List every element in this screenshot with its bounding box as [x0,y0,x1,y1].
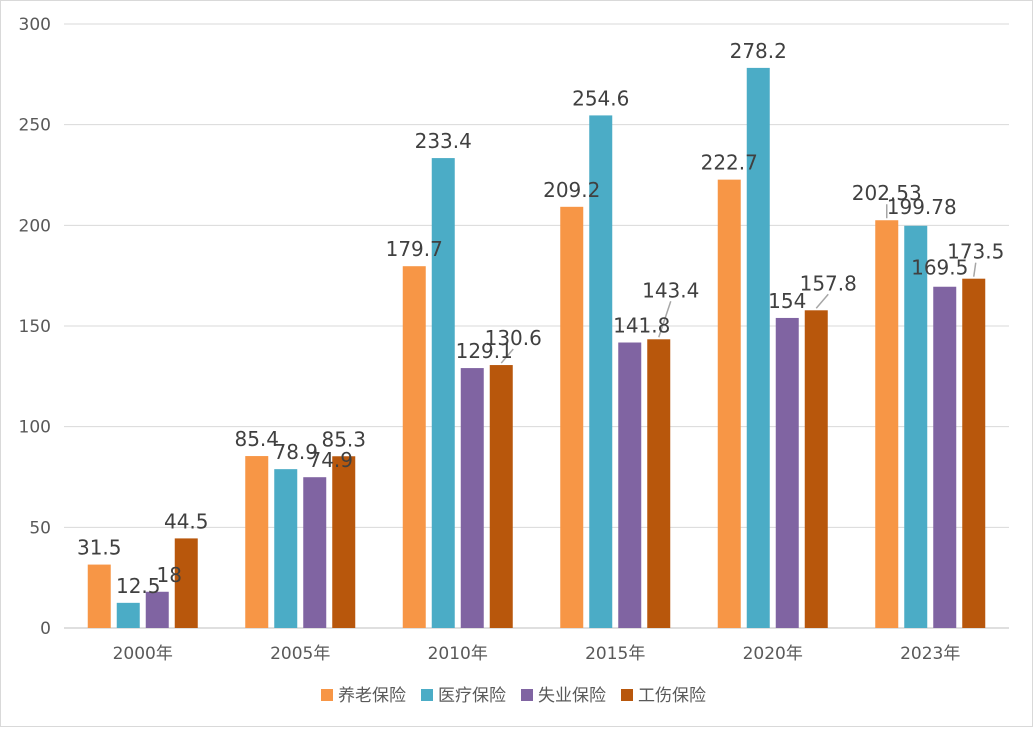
y-tick-label: 300 [19,15,51,35]
data-label: 130.6 [485,326,542,350]
x-tick-label: 2010年 [428,644,488,664]
bar [245,456,269,628]
data-labels: 31.5 12.518 44.5 85.478.974.985.3 179.7 233.4… [77,39,1004,598]
bar [904,225,928,629]
data-label: 141.8 [613,314,670,338]
data-label: 173.5 [947,240,1004,264]
data-label: 18 [157,563,182,587]
y-tick-label: 50 [29,518,51,538]
bar [303,477,327,628]
bar [647,339,671,628]
legend-label: 医疗保险 [438,686,506,706]
x-tick-label: 2000年 [113,644,173,664]
y-tick-label: 150 [19,317,51,337]
y-tick-label: 100 [19,418,51,438]
bar [332,456,356,628]
bars [87,67,986,629]
bar [145,591,169,628]
legend-label: 工伤保险 [638,686,706,706]
data-label: 74.9 [308,448,353,472]
label-leader-lines [500,204,977,364]
data-label: 209.2 [543,178,600,202]
legend-item: 医疗保险 [421,686,506,706]
y-tick-label: 250 [19,116,51,136]
bar [618,342,642,628]
bar [402,266,426,628]
y-tick-label: 0 [40,619,51,639]
leader-line [500,348,514,364]
data-label: 157.8 [800,271,857,295]
bar [87,564,111,628]
legend-item: 工伤保险 [621,686,706,706]
data-label: 254.6 [572,86,629,110]
legend-swatch [621,689,633,701]
data-label: 143.4 [642,278,699,302]
bar [962,278,986,628]
data-label: 169.5 [911,256,968,280]
leader-line [658,301,672,338]
legend-swatch [321,689,333,701]
x-tick-label: 2015年 [585,644,645,664]
legend-label: 失业保险 [538,686,606,706]
bar [489,365,513,628]
data-label: 233.4 [415,129,472,153]
x-tick-label: 2023年 [900,644,960,664]
legend: 养老保险 医疗保险 失业保险 工伤保险 [321,686,706,706]
data-label: 44.5 [164,509,209,533]
bar [116,602,140,628]
bar [775,317,799,628]
data-label: 154 [768,289,806,313]
data-label: 129.1 [456,339,513,363]
bar [717,179,741,628]
legend-item: 失业保险 [521,686,606,706]
data-label: 199.78 [887,195,957,219]
bar [174,538,198,628]
data-label: 31.5 [77,536,122,560]
legend-swatch [521,689,533,701]
bar [746,67,770,628]
bar [875,220,899,628]
x-tick-label: 2020年 [743,644,803,664]
bar [589,115,613,628]
y-tick-label: 200 [19,216,51,236]
y-axis-ticks: 0 50 100 150 200 250 300 [19,15,51,639]
bar [804,310,828,628]
data-label: 85.3 [321,427,366,451]
bar [933,286,957,628]
data-label: 179.7 [386,237,443,261]
data-label: 222.7 [701,151,758,175]
data-label: 12.5 [116,574,161,598]
data-label: 278.2 [730,39,787,63]
data-label: 202.53 [852,181,922,205]
leader-line [815,293,829,309]
bar [274,469,298,628]
legend-swatch [421,689,433,701]
leader-line [973,262,977,277]
bar [460,368,484,628]
x-tick-label: 2005年 [270,644,330,664]
bar [431,158,455,628]
gridlines [64,23,1009,629]
legend-label: 养老保险 [338,686,406,706]
x-axis-ticks: 2000年 2005年 2010年 2015年 2020年 2023年 [113,644,961,664]
data-label: 78.9 [273,440,318,464]
data-label: 85.4 [234,427,279,451]
legend-item: 养老保险 [321,686,406,706]
bar [560,206,584,628]
